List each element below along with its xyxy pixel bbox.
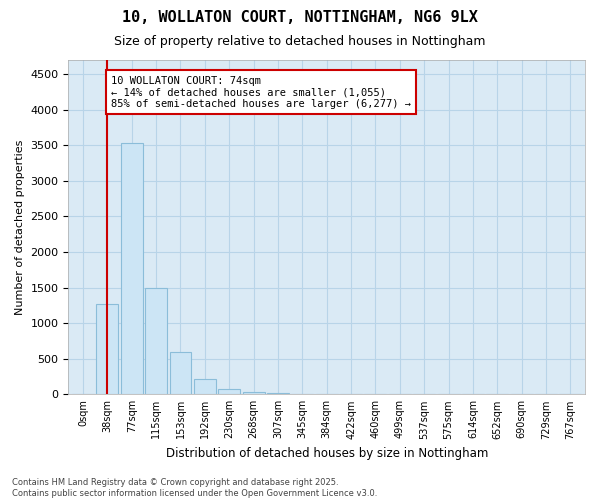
Text: 10 WOLLATON COURT: 74sqm
← 14% of detached houses are smaller (1,055)
85% of sem: 10 WOLLATON COURT: 74sqm ← 14% of detach… — [111, 76, 411, 109]
Bar — [218, 388, 240, 394]
Bar — [97, 304, 118, 394]
Text: Size of property relative to detached houses in Nottingham: Size of property relative to detached ho… — [114, 35, 486, 48]
Text: 10, WOLLATON COURT, NOTTINGHAM, NG6 9LX: 10, WOLLATON COURT, NOTTINGHAM, NG6 9LX — [122, 10, 478, 25]
Bar — [267, 393, 289, 394]
Bar — [145, 288, 167, 395]
X-axis label: Distribution of detached houses by size in Nottingham: Distribution of detached houses by size … — [166, 447, 488, 460]
Bar — [170, 352, 191, 395]
Bar — [194, 380, 216, 394]
Bar — [121, 142, 143, 394]
Bar — [242, 392, 265, 394]
Y-axis label: Number of detached properties: Number of detached properties — [15, 140, 25, 315]
Text: Contains HM Land Registry data © Crown copyright and database right 2025.
Contai: Contains HM Land Registry data © Crown c… — [12, 478, 377, 498]
